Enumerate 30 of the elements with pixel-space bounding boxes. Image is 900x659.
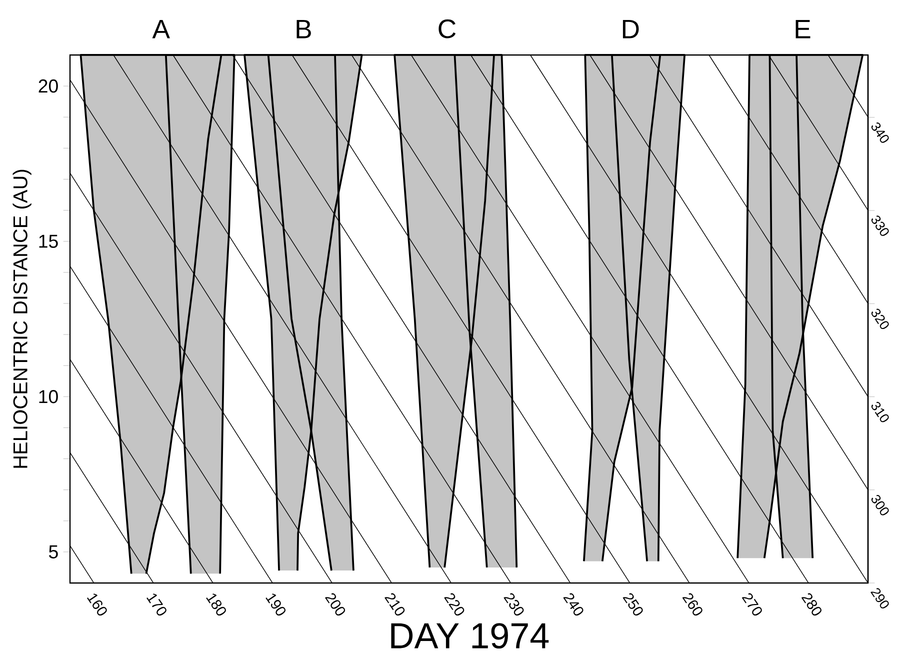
y-tick-label: 10 (39, 390, 58, 404)
y-tick-label: 20 (38, 79, 58, 93)
x-tick-label: 180 (206, 594, 226, 616)
annotation: D (622, 20, 639, 38)
x-tick-label: 190 (266, 594, 286, 616)
x-tick-label: 270 (742, 593, 762, 616)
x-tick-label: 250 (622, 593, 643, 616)
x-tick-label: 260 (682, 593, 702, 616)
annotation: A (152, 20, 170, 38)
annotation: B (296, 20, 311, 38)
annotation: E (796, 20, 810, 38)
y2-tick-label: 300 (871, 494, 889, 516)
x-tick-label: 280 (801, 593, 822, 616)
y2-tick-label: 310 (871, 402, 889, 422)
x-tick-label: 220 (444, 593, 464, 616)
x-tick-label: 160 (86, 594, 107, 616)
y2-tick-label: 340 (871, 122, 889, 143)
y-axis-title: HELIOCENTRIC DISTANCE (AU) (12, 170, 32, 468)
y-tick-label: 5 (49, 545, 58, 558)
x-axis-title: DAY 1974 (391, 623, 549, 649)
x-tick-label: 170 (146, 594, 166, 616)
y2-tick-label: 320 (871, 308, 889, 330)
x-tick-label: 200 (324, 593, 346, 616)
y2-tick-label: 330 (871, 216, 889, 236)
y-tick-label: 15 (39, 234, 58, 248)
x-tick-label: 230 (504, 593, 524, 616)
x-tick-label: 210 (384, 593, 405, 616)
annotation: C (438, 19, 456, 38)
x-tick-label: 240 (563, 593, 584, 616)
y2-tick-label: 290 (870, 588, 889, 608)
